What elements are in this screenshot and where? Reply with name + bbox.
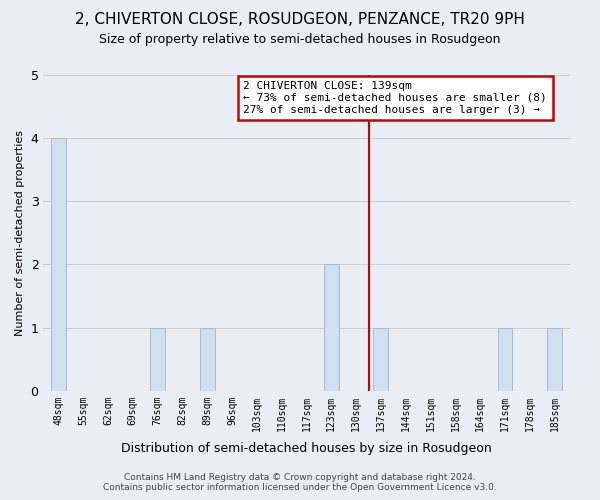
Text: 2 CHIVERTON CLOSE: 139sqm
← 73% of semi-detached houses are smaller (8)
27% of s: 2 CHIVERTON CLOSE: 139sqm ← 73% of semi-… <box>244 82 547 114</box>
Bar <box>497 328 512 391</box>
Bar <box>373 328 388 391</box>
Bar <box>547 328 562 391</box>
Bar <box>51 138 66 391</box>
Text: Contains HM Land Registry data © Crown copyright and database right 2024.
Contai: Contains HM Land Registry data © Crown c… <box>103 473 497 492</box>
X-axis label: Distribution of semi-detached houses by size in Rosudgeon: Distribution of semi-detached houses by … <box>121 442 492 455</box>
Text: 2, CHIVERTON CLOSE, ROSUDGEON, PENZANCE, TR20 9PH: 2, CHIVERTON CLOSE, ROSUDGEON, PENZANCE,… <box>75 12 525 28</box>
Bar <box>150 328 165 391</box>
Text: Size of property relative to semi-detached houses in Rosudgeon: Size of property relative to semi-detach… <box>99 32 501 46</box>
Y-axis label: Number of semi-detached properties: Number of semi-detached properties <box>15 130 25 336</box>
Bar <box>200 328 215 391</box>
Bar <box>324 264 339 391</box>
